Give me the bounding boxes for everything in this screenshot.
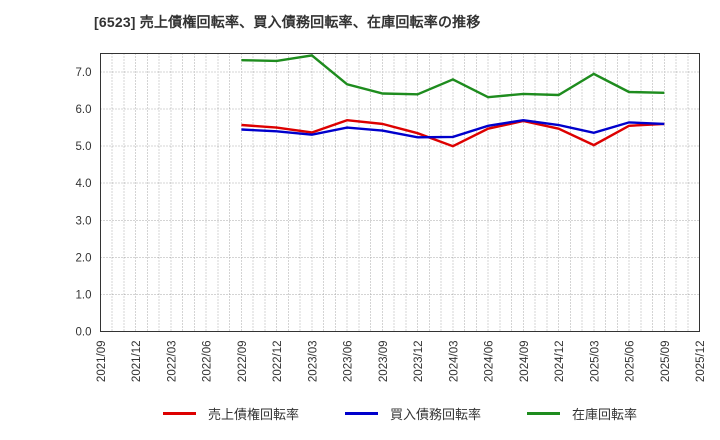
x-tick-label: 2024/12	[554, 341, 566, 383]
x-tick-label: 2025/03	[589, 341, 601, 383]
x-tick-label: 2024/09	[519, 341, 531, 383]
legend-item-inventory-turnover: 在庫回転率	[527, 404, 637, 423]
x-tick-label: 2022/03	[166, 341, 178, 383]
x-tick-label: 2024/06	[484, 341, 496, 383]
y-tick-label: 5.0	[76, 141, 92, 153]
y-tick-label: 4.0	[76, 178, 92, 190]
chart-title: [6523] 売上債権回転率、買入債務回転率、在庫回転率の推移	[94, 14, 481, 30]
legend-line-red-icon	[162, 412, 196, 415]
y-tick-label: 3.0	[76, 215, 92, 227]
legend-line-green-icon	[527, 412, 560, 415]
x-tick-label: 2025/06	[625, 341, 637, 383]
series-line-2	[241, 54, 665, 99]
x-tick-label: 2022/12	[272, 341, 284, 383]
x-tick-label: 2024/03	[448, 341, 460, 383]
series-line-0	[241, 118, 665, 148]
y-tick-label: 2.0	[76, 252, 92, 264]
y-tick-label: 0.0	[76, 327, 92, 339]
legend-item-receivables-turnover: 売上債権回転率	[162, 404, 299, 423]
x-tick-label: 2022/06	[202, 341, 214, 383]
x-tick-label: 2023/03	[307, 341, 319, 383]
series-line-1	[241, 118, 665, 139]
legend-line-blue-icon	[344, 412, 378, 415]
turnover-line-chart: 0.0 1.0 2.0 3.0 4.0 5.0 6.0 7.0 2021/09 2021/12 20…	[76, 52, 707, 383]
x-tick-label: 2023/12	[413, 341, 425, 383]
x-tick-label: 2023/09	[378, 341, 390, 383]
y-tick-label: 1.0	[76, 289, 92, 301]
chart-legend: 売上債権回転率 買入債務回転率 在庫回転率	[100, 404, 700, 423]
x-tick-label: 2022/09	[237, 341, 249, 383]
legend-label: 在庫回転率	[572, 407, 638, 422]
legend-label: 買入債務回転率	[389, 407, 481, 422]
y-tick-label: 7.0	[76, 67, 92, 79]
x-tick-label: 2023/06	[343, 341, 355, 383]
legend-item-payables-turnover: 買入債務回転率	[344, 404, 481, 423]
legend-label: 売上債権回転率	[207, 407, 299, 422]
plot-border	[99, 52, 701, 333]
x-tick-label: 2025/09	[660, 341, 672, 383]
x-tick-label: 2021/09	[96, 341, 108, 383]
y-tick-label: 6.0	[76, 104, 92, 116]
x-tick-label: 2021/12	[131, 341, 143, 383]
x-tick-label: 2025/12	[695, 341, 707, 383]
